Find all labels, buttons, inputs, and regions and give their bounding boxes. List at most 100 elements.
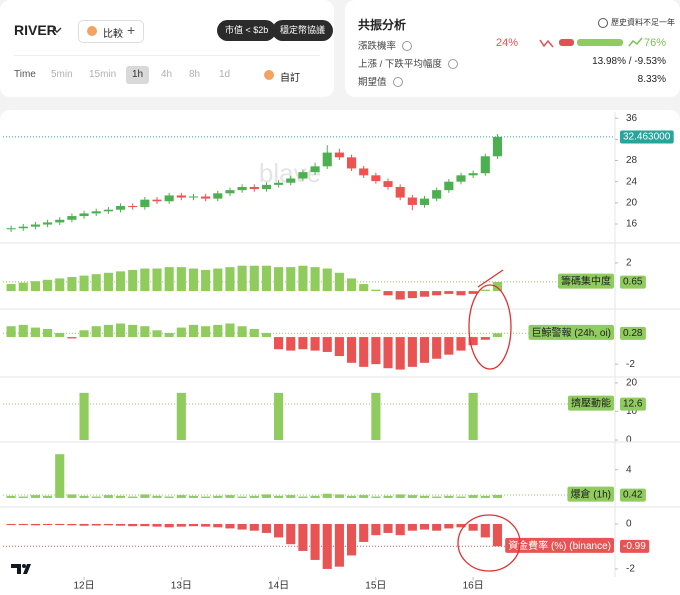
last-value-label: 0.42 [623, 490, 643, 501]
bar [18, 324, 28, 338]
compare-icon [87, 26, 97, 36]
bar [468, 392, 478, 440]
bar [371, 289, 381, 292]
interval-option[interactable]: 1d [219, 69, 231, 80]
bar [407, 337, 417, 367]
candle-body [201, 196, 211, 199]
bar [67, 523, 77, 526]
last-value-label-box [620, 326, 646, 340]
candle-body [30, 224, 40, 227]
bar [164, 523, 174, 528]
y-tick-label: 28 [626, 155, 638, 166]
bar [152, 523, 162, 527]
bar [359, 337, 369, 367]
interval-option[interactable]: 5min [51, 69, 73, 80]
custom-icon [264, 70, 274, 80]
bar [140, 268, 150, 292]
bar [249, 495, 259, 498]
compare-add: + [127, 22, 136, 38]
candle-body [55, 219, 65, 223]
bar [261, 265, 272, 292]
bar [115, 495, 126, 498]
expect-label: 期望值 [358, 74, 403, 88]
candle-body [237, 186, 247, 191]
bar [468, 495, 478, 498]
candle-body [274, 182, 284, 185]
bar [43, 523, 53, 526]
bar [346, 278, 357, 292]
bar [274, 523, 284, 538]
y-tick-label: 0 [626, 519, 632, 530]
up-prob-bar [576, 39, 623, 46]
candle-body [18, 226, 28, 229]
bar [237, 496, 247, 498]
bar [274, 392, 284, 440]
custom-interval[interactable]: 自訂 [280, 73, 300, 84]
interval-option[interactable]: 4h [161, 69, 173, 80]
bar [30, 523, 40, 526]
bar [140, 326, 150, 338]
bar [140, 523, 150, 527]
bar [468, 523, 478, 531]
candle-body [249, 186, 259, 190]
bar [6, 284, 16, 292]
bar [346, 337, 357, 363]
candle-body [480, 156, 490, 174]
indicator-label-box [558, 273, 614, 289]
down-icon [539, 39, 554, 48]
bar [225, 267, 235, 292]
bar [480, 289, 490, 292]
bar [334, 523, 344, 567]
range-label: 上漲 / 下跌平均幅度 [358, 56, 458, 70]
bar [176, 523, 186, 527]
bar [274, 337, 284, 350]
bar [322, 268, 332, 292]
divider [14, 55, 320, 56]
bar [432, 523, 442, 531]
bar [359, 495, 369, 498]
tag-pill[interactable]: 穩定幣協議 [272, 20, 334, 41]
bar [18, 496, 28, 498]
bar [67, 494, 77, 498]
bar [128, 324, 138, 338]
symbol[interactable]: RIVER [14, 22, 57, 38]
y-tick-label: 2 [626, 258, 632, 269]
bar [79, 392, 89, 440]
bar [468, 337, 478, 346]
candle-body [128, 206, 138, 208]
bar [261, 494, 272, 498]
y-tick-label: 10 [626, 406, 638, 417]
compare-button[interactable]: 比較 + [78, 20, 144, 43]
x-tick-label: 14日 [268, 581, 289, 592]
bar [164, 333, 174, 338]
bar [43, 279, 53, 292]
bar [30, 281, 40, 292]
last-value-label-box [620, 397, 646, 411]
bar [322, 493, 332, 498]
bar [225, 495, 235, 498]
last-value-label: 12.6 [623, 399, 643, 410]
bar [383, 495, 393, 498]
interval-option[interactable]: 1h [126, 66, 150, 84]
time-label: Time [14, 69, 36, 80]
candle-body [176, 195, 186, 198]
bar [91, 496, 101, 498]
last-value-label: 0.65 [623, 277, 643, 288]
bar [407, 523, 417, 531]
range-label-text: 上漲 / 下跌平均幅度 [358, 59, 442, 70]
candle-body [371, 175, 381, 182]
bar [419, 523, 430, 530]
bar [67, 277, 77, 292]
tag-pill[interactable]: 市值 < $2b [217, 20, 277, 41]
stats-card: 共振分析 歷史資料不足一年 漲跌機率 24% 76% 上漲 / 下跌平均幅度 1… [345, 0, 680, 97]
bar [480, 337, 490, 340]
candle-body [286, 178, 296, 183]
interval-option[interactable]: 15min [89, 69, 117, 80]
bar [383, 523, 393, 533]
bar [395, 523, 405, 536]
bar [55, 278, 65, 292]
bar [371, 523, 381, 536]
bar [79, 275, 89, 292]
bar [310, 337, 320, 351]
interval-option[interactable]: 8h [189, 69, 201, 80]
